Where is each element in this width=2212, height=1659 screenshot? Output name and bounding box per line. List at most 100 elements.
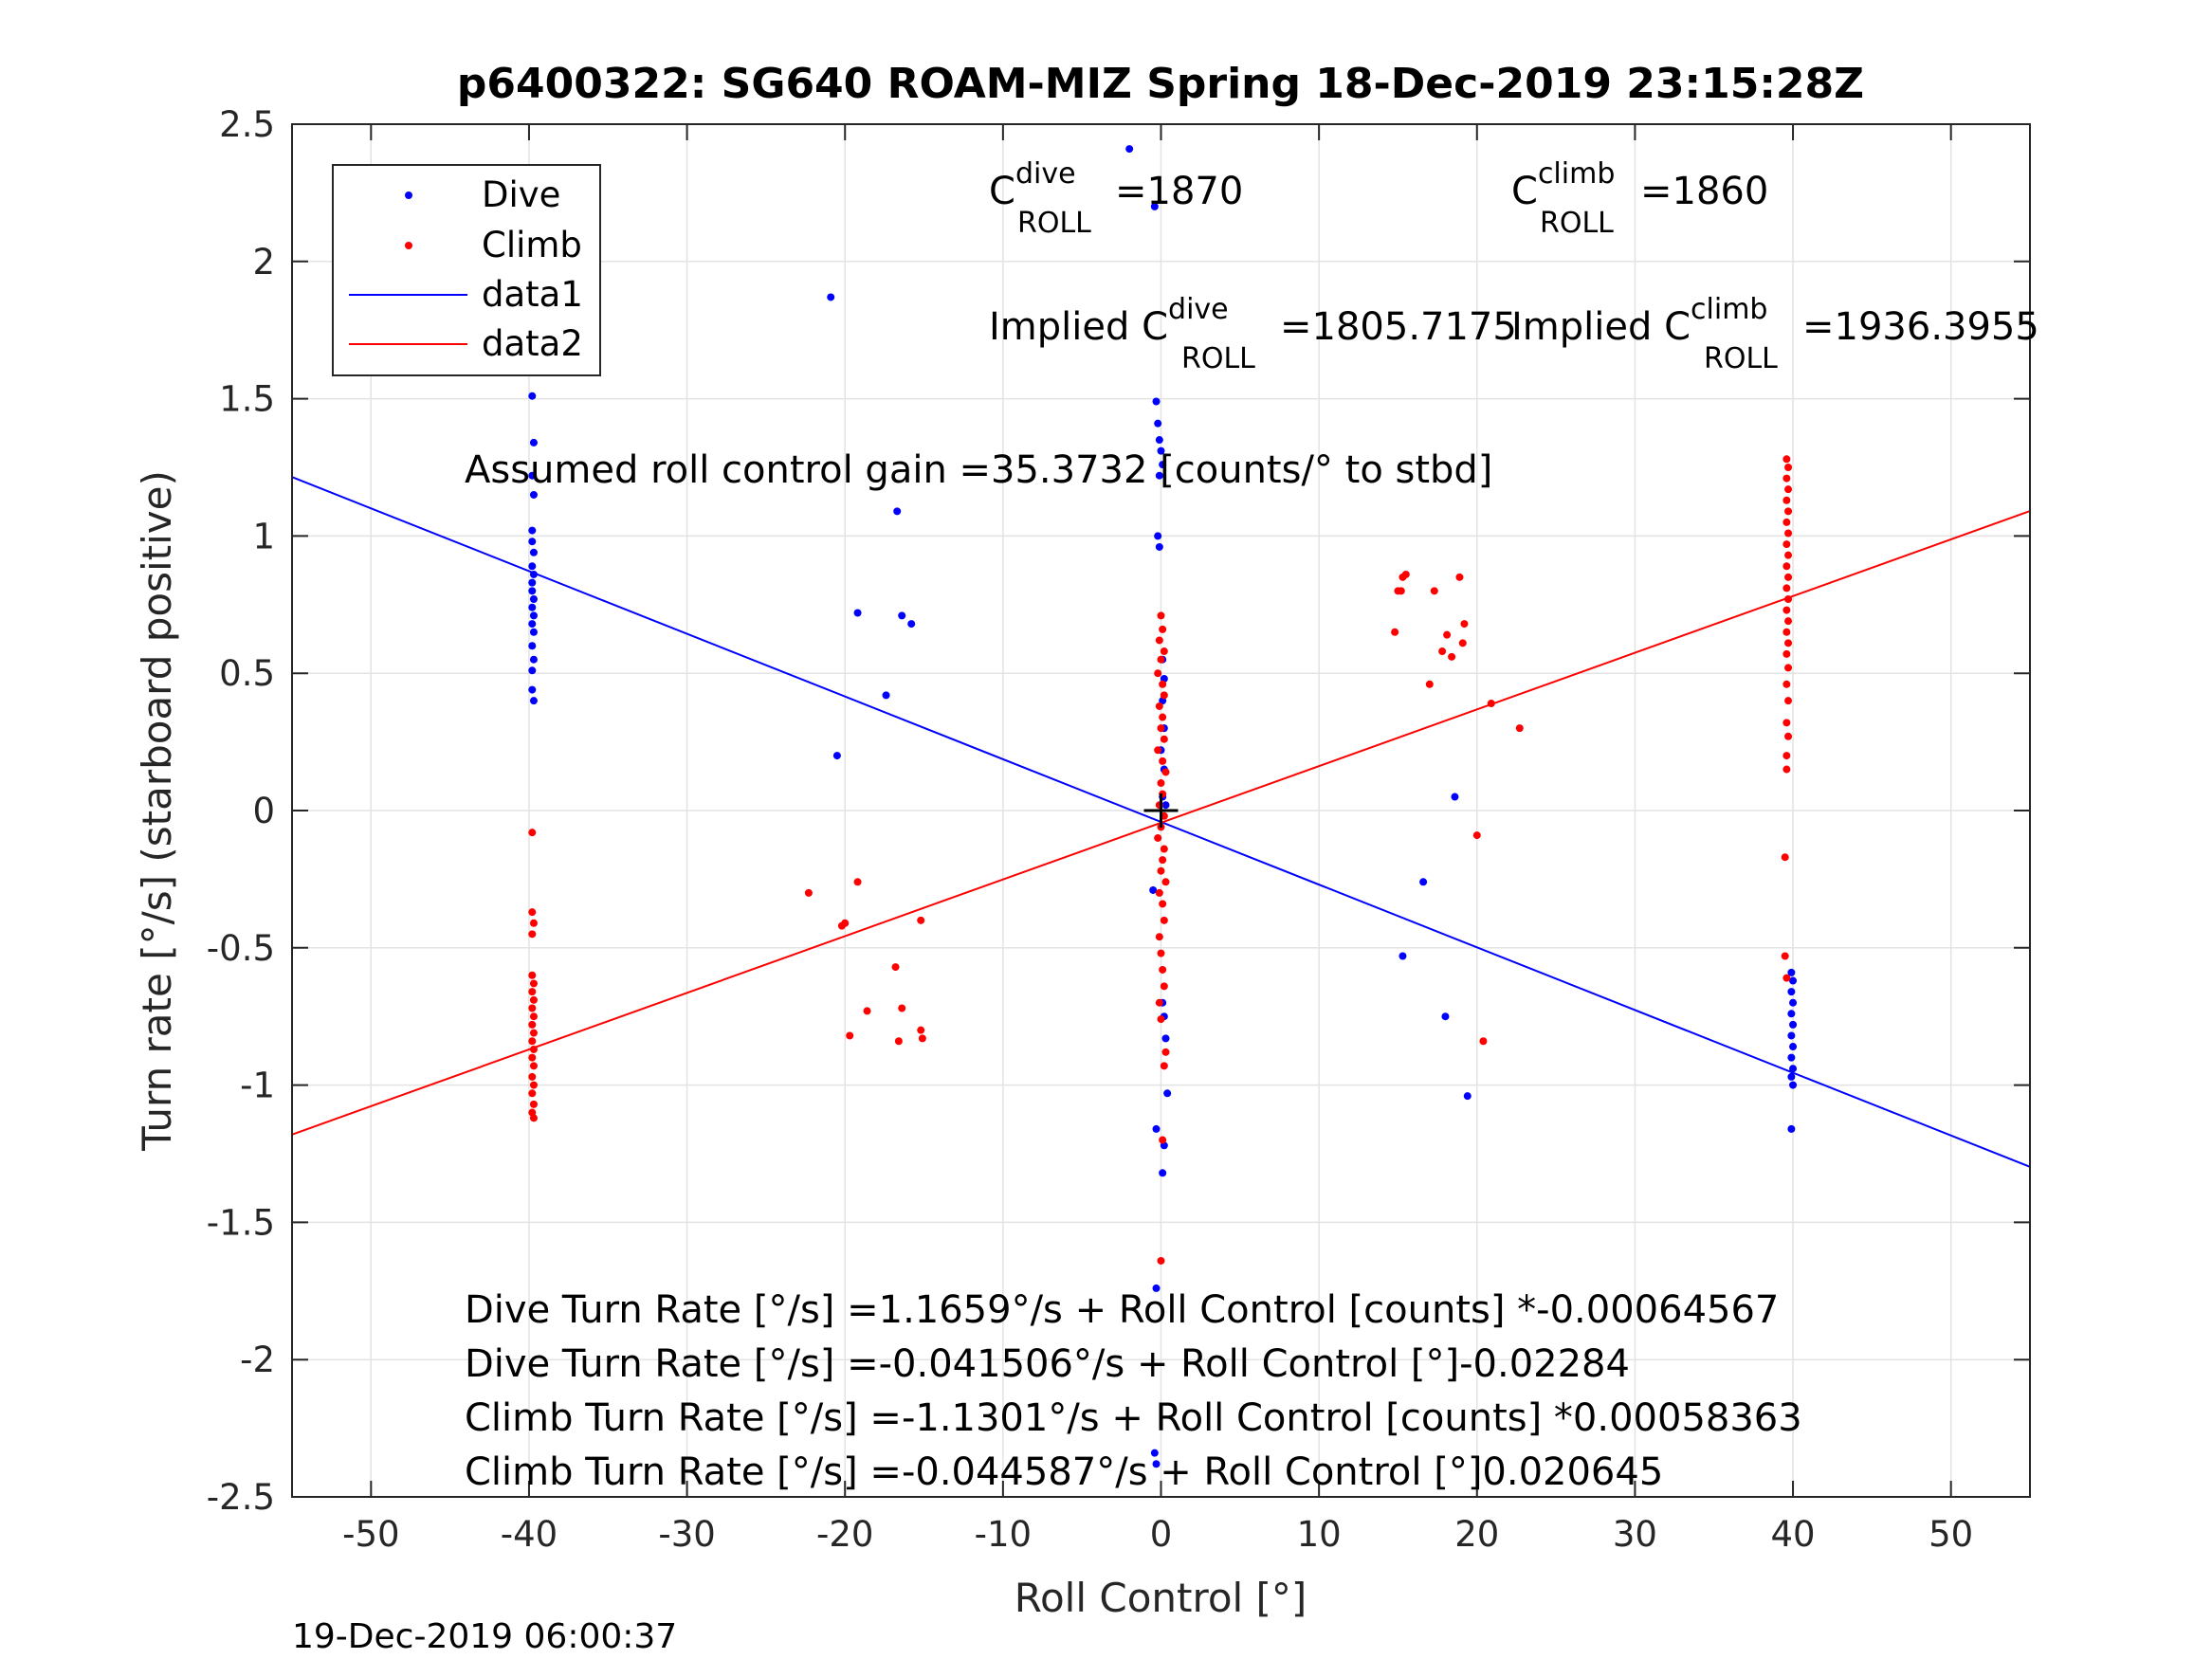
dive-point: [1451, 793, 1459, 801]
climb-point: [1155, 933, 1163, 941]
dive-point: [1789, 998, 1798, 1007]
dive-point: [1159, 461, 1167, 469]
dive-point: [832, 752, 841, 760]
climb-point: [1479, 1037, 1488, 1046]
dive-point: [528, 578, 537, 587]
climb-point: [1159, 625, 1167, 633]
y-tick-label: -2: [240, 1340, 275, 1380]
dive-point: [1149, 885, 1158, 894]
dive-point: [907, 620, 916, 629]
annotation-implied-dive: Implied Cdive ROLL=1805.7175: [989, 293, 1517, 375]
annotation-implied-climb: Implied Cclimb ROLL=1936.3955: [1511, 293, 2039, 375]
climb-point: [1391, 628, 1399, 636]
dive-point: [1419, 878, 1428, 886]
climb-point: [1161, 768, 1170, 776]
axis-ticks: -50 -40 -30 -20 -10 0 10 20 30 40 50 2.5 2 1.5 1 0.5 0 -0…: [207, 104, 2030, 1555]
dive-point: [529, 548, 538, 556]
climb-point: [917, 916, 925, 924]
climb-point: [846, 1031, 854, 1040]
dive-point: [1787, 1124, 1796, 1133]
climb-point: [529, 919, 538, 927]
climb-point: [1154, 833, 1162, 842]
dive-point: [893, 507, 902, 516]
dive-point: [1463, 1092, 1472, 1101]
dive-point: [1157, 447, 1165, 455]
climb-point: [1154, 669, 1162, 678]
climb-point: [529, 995, 538, 1004]
climb-point: [528, 930, 537, 939]
dive-point: [529, 655, 538, 664]
scatter-points: [528, 145, 1798, 1468]
dive-point: [1787, 1053, 1796, 1062]
legend: Dive Climb data1 data2: [332, 164, 601, 376]
climb-point: [1160, 845, 1168, 853]
climb-point: [529, 979, 538, 988]
climb-point: [1784, 573, 1793, 581]
climb-point: [528, 908, 537, 917]
climb-point: [1157, 1015, 1165, 1024]
y-tick-label: -1: [240, 1066, 275, 1106]
climb-point: [1401, 570, 1410, 578]
climb-point: [528, 829, 537, 837]
y-tick-label: -1.5: [207, 1202, 275, 1243]
climb-point: [529, 1012, 538, 1021]
climb-point: [529, 1100, 538, 1108]
dive-point: [529, 628, 538, 636]
y-axis-label: Turn rate [°/s] (starboard positive): [134, 470, 180, 1152]
climb-point: [1160, 916, 1168, 924]
climb-point: [1782, 584, 1791, 592]
dive-point: [528, 666, 537, 675]
climb-point: [1159, 1136, 1167, 1144]
climb-point: [1159, 680, 1167, 688]
climb-point: [898, 1004, 906, 1012]
dive-point: [1150, 202, 1159, 210]
climb-point: [1784, 507, 1793, 516]
dive-point: [1789, 976, 1798, 985]
climb-point: [1159, 900, 1167, 908]
climb-point: [1155, 636, 1163, 645]
x-tick-label: 20: [1454, 1514, 1499, 1555]
climb-point: [528, 1089, 537, 1098]
legend-dive-marker: [405, 191, 412, 199]
climb-point: [1782, 752, 1791, 760]
dive-point: [1789, 1065, 1798, 1073]
climb-point: [1159, 856, 1167, 865]
climb-point: [1515, 724, 1524, 733]
dive-point: [529, 697, 538, 705]
dive-point: [1787, 1010, 1796, 1018]
dive-point: [528, 603, 537, 611]
dive-point: [529, 438, 538, 447]
x-tick-label: 50: [1929, 1514, 1973, 1555]
origin-marker: [1143, 793, 1179, 828]
climb-point: [1782, 496, 1791, 504]
dive-point: [529, 595, 538, 604]
x-tick-label: 10: [1297, 1514, 1342, 1555]
dive-point: [1152, 1124, 1161, 1133]
climb-point: [1782, 606, 1791, 614]
climb-point: [853, 878, 862, 886]
equation-climb-counts: Climb Turn Rate [°/s] =-1.1301°/s + Roll…: [465, 1396, 1802, 1440]
chart-title: p6400322: SG640 ROAM-MIZ Spring 18-Dec-2…: [457, 60, 1864, 108]
dive-point: [529, 490, 538, 499]
climb-point: [1157, 1256, 1165, 1265]
dive-point: [1152, 1284, 1161, 1292]
climb-point: [1782, 628, 1791, 636]
dive-point: [882, 691, 890, 700]
legend-climb-label: Climb: [482, 225, 582, 265]
climb-point: [1455, 573, 1464, 581]
climb-point: [1784, 732, 1793, 740]
dive-point: [1787, 988, 1796, 996]
legend-data2-label: data2: [482, 323, 583, 364]
climb-point: [1157, 724, 1165, 733]
climb-point: [1784, 485, 1793, 494]
dive-point: [1789, 1081, 1798, 1089]
climb-point: [1782, 540, 1791, 549]
x-tick-label: -20: [816, 1514, 873, 1555]
climb-point: [1161, 1048, 1170, 1056]
dive-point: [1441, 1012, 1450, 1021]
climb-point: [1159, 757, 1167, 765]
climb-point: [1430, 587, 1438, 595]
climb-point: [1782, 455, 1791, 464]
annotation-c-dive: Cdive ROLL=1870: [989, 157, 1243, 240]
climb-point: [1784, 639, 1793, 647]
